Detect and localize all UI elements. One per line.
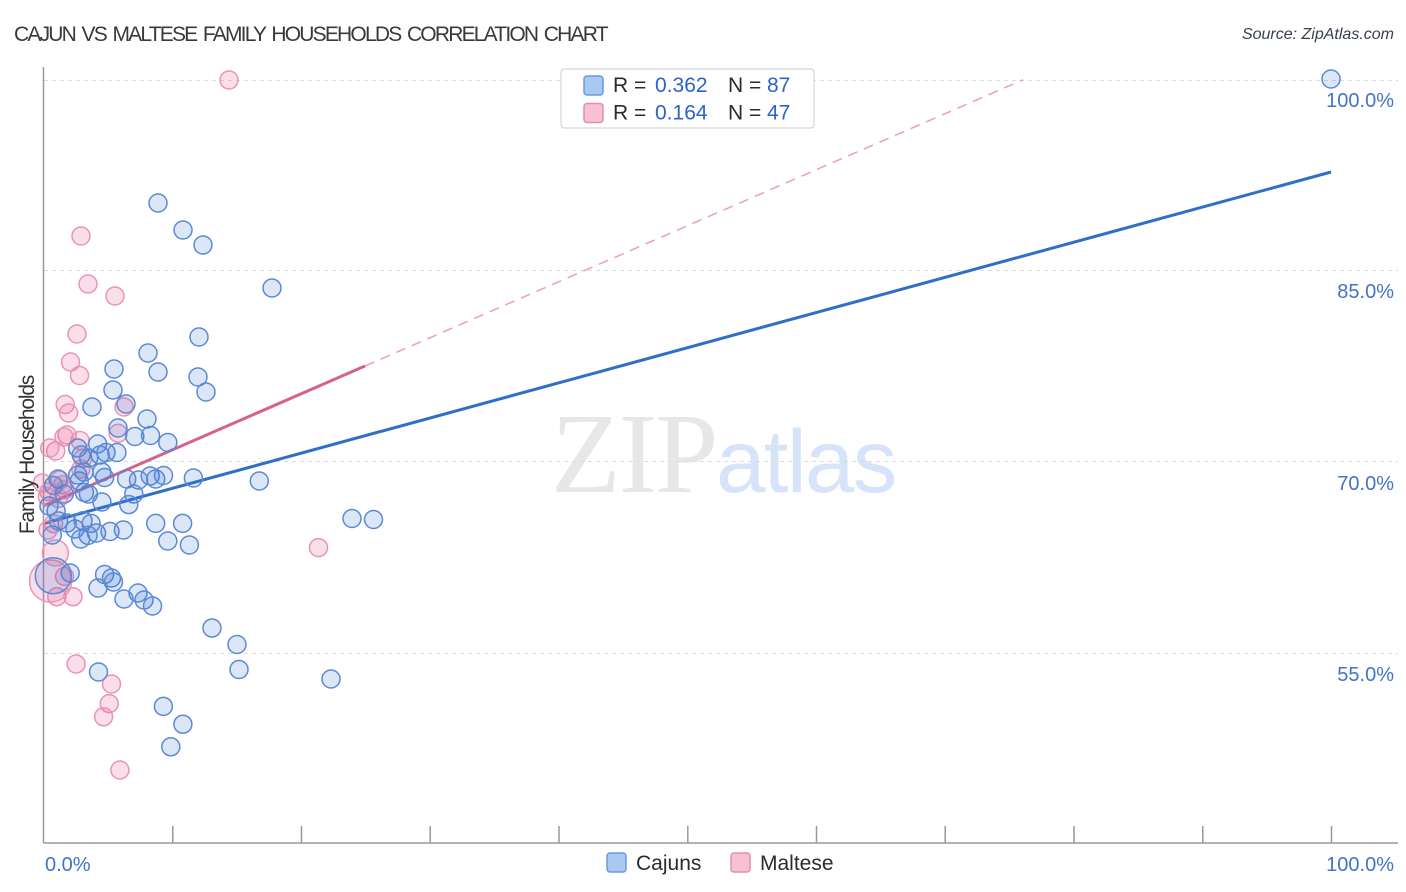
svg-text:Family Households: Family Households (16, 375, 39, 534)
svg-text:N =: N = (728, 102, 761, 125)
svg-text:0.0%: 0.0% (45, 854, 91, 876)
svg-text:CAJUN VS MALTESE FAMILY HOUSEH: CAJUN VS MALTESE FAMILY HOUSEHOLDS CORRE… (14, 23, 609, 46)
svg-text:R =: R = (613, 102, 646, 125)
svg-text:N =: N = (728, 74, 761, 97)
svg-text:87: 87 (767, 74, 790, 97)
svg-text:ZIP: ZIP (551, 390, 717, 517)
svg-text:47: 47 (767, 102, 790, 125)
svg-text:Source: ZipAtlas.com: Source: ZipAtlas.com (1242, 26, 1394, 43)
svg-text:85.0%: 85.0% (1337, 281, 1394, 303)
svg-text:100.0%: 100.0% (1326, 90, 1394, 112)
svg-text:0.362: 0.362 (655, 74, 708, 97)
svg-text:70.0%: 70.0% (1337, 473, 1394, 495)
svg-text:100.0%: 100.0% (1326, 854, 1394, 876)
svg-text:R =: R = (613, 74, 646, 97)
svg-text:Maltese: Maltese (760, 852, 834, 875)
svg-text:Cajuns: Cajuns (636, 852, 701, 875)
svg-text:55.0%: 55.0% (1337, 664, 1394, 686)
svg-text:0.164: 0.164 (655, 102, 708, 125)
